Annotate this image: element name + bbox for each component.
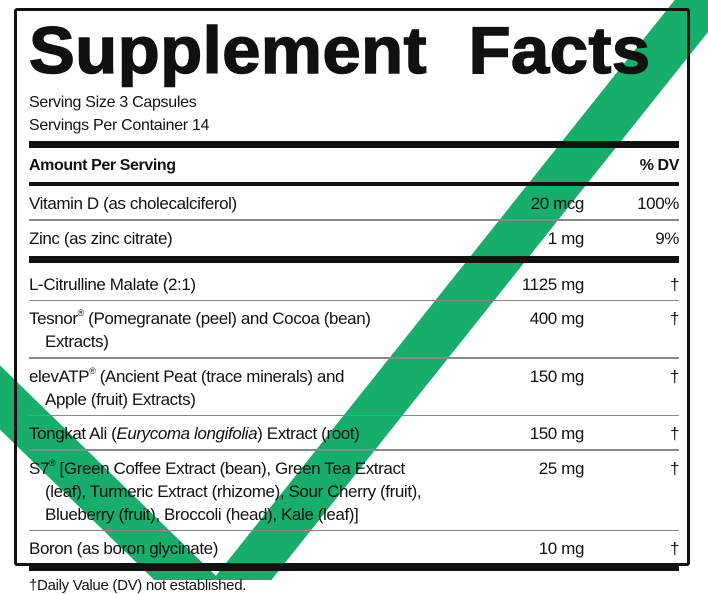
row-divider (29, 529, 679, 531)
supplement-facts-panel: Supplement Facts Serving Size 3 Capsules … (14, 8, 690, 594)
divider-thick (29, 564, 679, 571)
row-divider (29, 357, 679, 359)
divider-thick (29, 255, 679, 263)
servings-per-container: Servings Per Container 14 (29, 117, 210, 134)
nutrient-row: Zinc (as zinc citrate) 1 mg 9% (29, 228, 679, 248)
ingredient-row: Tesnor® (Pomegranate (peel) and Cocoa (b… (29, 308, 679, 351)
panel-title: Supplement Facts (28, 13, 651, 87)
column-header: Amount Per Serving% DV (29, 157, 679, 174)
serving-size: Serving Size 3 Capsules (29, 94, 197, 111)
divider-thick (29, 141, 679, 148)
ingredient-row: L-Citrulline Malate (2:1) 1125 mg † (29, 274, 679, 294)
row-divider (29, 414, 679, 416)
ingredient-row: Boron (as boron glycinate) 10 mg † (29, 539, 679, 558)
row-divider (29, 449, 679, 451)
ingredient-row: elevATP® (Ancient Peat (trace minerals) … (29, 365, 679, 409)
ingredient-row: S7® [Green Coffee Extract (bean), Green … (29, 457, 679, 524)
checkmark-icon (0, 0, 708, 580)
nutrient-row: Vitamin D (as cholecalciferol) 20 mcg 100% (29, 194, 679, 213)
footnote: †Daily Value (DV) not established. (29, 577, 247, 594)
divider (29, 182, 679, 186)
ingredient-row: Tongkat Ali (Eurycoma longifolia) Extrac… (29, 424, 679, 443)
row-divider (29, 219, 679, 221)
row-divider (29, 299, 679, 301)
